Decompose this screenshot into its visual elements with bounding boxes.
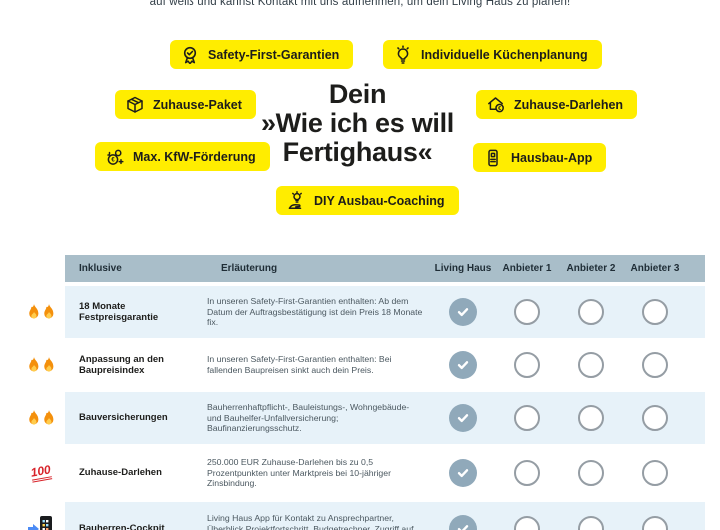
award-icon	[180, 45, 200, 65]
badge-hausbau-app[interactable]: Hausbau-App	[473, 143, 607, 172]
badge-individuelle-kuechenplanung[interactable]: Individuelle Küchenplanung	[383, 40, 602, 69]
badge-diy-ausbau-coaching[interactable]: DIY Ausbau-Coaching	[276, 186, 459, 215]
badge-zuhause-darlehen[interactable]: € Zuhause-Darlehen	[476, 90, 638, 119]
empty-circle-anbieter-1	[514, 516, 540, 530]
package-icon	[125, 95, 145, 115]
intro-text: auf weiß und kannst Kontakt mit uns aufn…	[149, 0, 571, 8]
table-row: Anpassung an den Baupreisindex In unsere…	[28, 342, 705, 388]
comparison-table: Inklusive Erläuterung Living Haus Anbiet…	[28, 255, 705, 530]
empty-circle-anbieter-2	[578, 352, 604, 378]
badge-label: Zuhause-Paket	[153, 97, 242, 112]
empty-circle-anbieter-1	[514, 299, 540, 325]
empty-circle-anbieter-3	[642, 460, 668, 486]
col-header-anbieter-3: Anbieter 3	[630, 263, 680, 274]
headline-line-2: »Wie ich es will	[260, 108, 455, 138]
empty-circle-anbieter-3	[642, 352, 668, 378]
badge-label: Individuelle Küchenplanung	[421, 47, 588, 62]
badge-zuhause-paket[interactable]: Zuhause-Paket	[115, 90, 256, 119]
row-description: In unseren Safety-First-Garantien enthal…	[207, 354, 392, 375]
col-header-erlaeuterung: Erläuterung	[221, 263, 278, 274]
badge-label: Zuhause-Darlehen	[514, 97, 624, 112]
check-circle-living-haus	[449, 404, 477, 432]
badge-label: Hausbau-App	[511, 150, 593, 165]
table-header-row: Inklusive Erläuterung Living Haus Anbiet…	[65, 255, 705, 282]
badge-label: Safety-First-Garantien	[208, 47, 340, 62]
phone-arrow-icon	[22, 515, 60, 530]
col-header-inklusive: Inklusive	[79, 263, 122, 274]
svg-text:€: €	[498, 105, 501, 111]
badge-label: Max. KfW-Förderung	[133, 149, 256, 164]
lightbulb-icon	[393, 44, 413, 65]
double-fire-icon	[22, 410, 60, 426]
empty-circle-anbieter-1	[514, 460, 540, 486]
col-header-living-haus: Living Haus	[434, 263, 492, 274]
table-row: Bauversicherungen Bauherrenhaftpflicht-,…	[28, 392, 705, 444]
col-header-anbieter-1: Anbieter 1	[502, 263, 552, 274]
row-title: Bauherren-Cockpit	[79, 523, 165, 530]
badge-label: DIY Ausbau-Coaching	[314, 193, 445, 208]
empty-circle-anbieter-2	[578, 460, 604, 486]
smartphone-icon	[483, 148, 503, 168]
headline-line-1: Dein	[328, 79, 387, 109]
row-title: 18 Monate Festpreisgarantie	[79, 300, 159, 324]
row-description: Bauherrenhaftpflicht-, Bauleistungs-, Wo…	[207, 401, 410, 434]
badge-max-kfw-foerderung[interactable]: € Max. KfW-Förderung	[95, 142, 270, 171]
empty-circle-anbieter-1	[514, 405, 540, 431]
empty-circle-anbieter-1	[514, 352, 540, 378]
row-title: Zuhause-Darlehen	[79, 467, 162, 479]
headline-line-3: Fertighaus«	[282, 137, 433, 167]
row-description: 250.000 EUR Zuhause-Darlehen bis zu 0,5 …	[207, 456, 391, 489]
check-circle-living-haus	[449, 459, 477, 487]
hundred-text: 100	[30, 462, 53, 483]
row-description: Living Haus App für Kontakt zu Ansprechp…	[207, 512, 414, 530]
empty-circle-anbieter-2	[578, 516, 604, 530]
row-title: Bauversicherungen	[79, 412, 168, 424]
check-circle-living-haus	[449, 351, 477, 379]
empty-circle-anbieter-3	[642, 516, 668, 530]
empty-circle-anbieter-3	[642, 405, 668, 431]
table-row: Bauherren-Cockpit Living Haus App für Ko…	[28, 502, 705, 530]
table-row: 100 Zuhause-Darlehen 250.000 EUR Zuhause…	[30, 448, 705, 498]
table-row: 18 Monate Festpreisgarantie In unseren S…	[28, 286, 705, 338]
svg-text:€: €	[111, 157, 115, 163]
hand-bulb-icon	[286, 190, 306, 211]
empty-circle-anbieter-2	[578, 405, 604, 431]
double-fire-icon	[22, 304, 60, 320]
hundred-points-icon: 100	[22, 462, 60, 483]
headline: Dein »Wie ich es will Fertighaus«	[220, 80, 495, 167]
empty-circle-anbieter-3	[642, 299, 668, 325]
col-header-anbieter-2: Anbieter 2	[566, 263, 616, 274]
double-fire-icon	[22, 357, 60, 373]
check-circle-living-haus	[449, 515, 477, 530]
badge-safety-first-garantien[interactable]: Safety-First-Garantien	[170, 40, 354, 69]
row-description: In unseren Safety-First-Garantien enthal…	[207, 295, 423, 328]
row-title: Anpassung an den Baupreisindex	[79, 353, 164, 377]
coins-icon: €	[105, 147, 125, 167]
house-euro-icon: €	[486, 95, 506, 115]
empty-circle-anbieter-2	[578, 299, 604, 325]
check-circle-living-haus	[449, 298, 477, 326]
